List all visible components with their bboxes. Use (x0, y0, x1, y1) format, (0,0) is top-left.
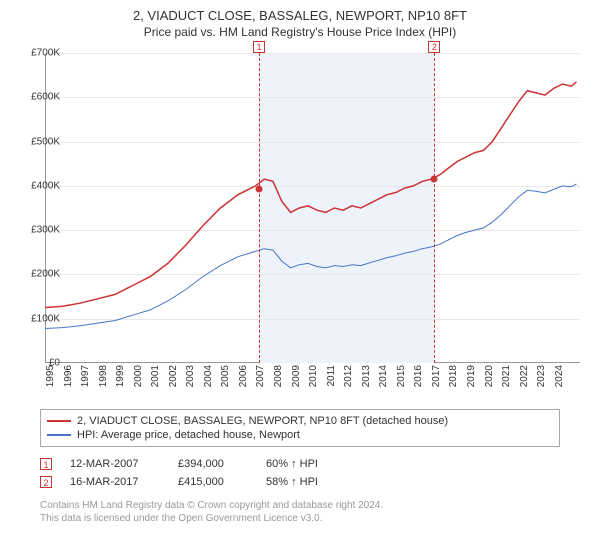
x-tick-label: 2007 (255, 365, 266, 395)
chart-area: £0£100K£200K£300K£400K£500K£600K£700K 19… (40, 43, 600, 403)
sale-price: £394,000 (178, 458, 248, 470)
footer: Contains HM Land Registry data © Crown c… (40, 499, 560, 525)
legend-swatch (47, 420, 71, 422)
legend-item: HPI: Average price, detached house, Newp… (47, 428, 553, 442)
x-tick-label: 1995 (45, 365, 56, 395)
series-line (45, 184, 577, 328)
x-tick-label: 2001 (150, 365, 161, 395)
x-tick-label: 2014 (378, 365, 389, 395)
x-tick-label: 2010 (308, 365, 319, 395)
x-tick-label: 2017 (431, 365, 442, 395)
marker-dot (431, 176, 438, 183)
sale-row: 2 16-MAR-2017 £415,000 58% ↑ HPI (40, 473, 560, 491)
footer-line-1: Contains HM Land Registry data © Crown c… (40, 499, 560, 512)
x-tick-label: 2023 (536, 365, 547, 395)
x-tick-label: 2016 (413, 365, 424, 395)
sale-date: 12-MAR-2007 (70, 458, 160, 470)
sale-hpi: 58% ↑ HPI (266, 476, 356, 488)
x-tick-label: 1998 (98, 365, 109, 395)
chart-subtitle: Price paid vs. HM Land Registry's House … (0, 23, 600, 43)
marker-vline (259, 53, 260, 363)
x-tick-label: 2008 (273, 365, 284, 395)
legend-swatch (47, 434, 71, 436)
x-tick-label: 2019 (466, 365, 477, 395)
chart-title: 2, VIADUCT CLOSE, BASSALEG, NEWPORT, NP1… (0, 0, 600, 23)
sale-price: £415,000 (178, 476, 248, 488)
marker-label: 1 (253, 41, 265, 53)
marker-vline (434, 53, 435, 363)
legend-label: HPI: Average price, detached house, Newp… (77, 429, 300, 441)
x-tick-label: 2006 (238, 365, 249, 395)
x-tick-label: 2015 (396, 365, 407, 395)
x-tick-label: 2013 (361, 365, 372, 395)
line-plot (45, 53, 580, 363)
x-tick-label: 2002 (168, 365, 179, 395)
x-tick-label: 2018 (448, 365, 459, 395)
x-tick-label: 1996 (63, 365, 74, 395)
x-tick-label: 2020 (484, 365, 495, 395)
legend-item: 2, VIADUCT CLOSE, BASSALEG, NEWPORT, NP1… (47, 414, 553, 428)
sale-date: 16-MAR-2017 (70, 476, 160, 488)
x-tick-label: 2003 (185, 365, 196, 395)
sale-marker: 2 (40, 476, 52, 488)
sale-row: 1 12-MAR-2007 £394,000 60% ↑ HPI (40, 455, 560, 473)
x-tick-label: 2021 (501, 365, 512, 395)
series-line (45, 82, 577, 308)
x-tick-label: 2024 (554, 365, 565, 395)
footer-line-2: This data is licensed under the Open Gov… (40, 512, 560, 525)
x-tick-label: 2011 (326, 365, 337, 395)
sale-hpi: 60% ↑ HPI (266, 458, 356, 470)
x-tick-label: 2012 (343, 365, 354, 395)
x-tick-label: 1997 (80, 365, 91, 395)
x-tick-label: 2000 (133, 365, 144, 395)
legend: 2, VIADUCT CLOSE, BASSALEG, NEWPORT, NP1… (40, 409, 560, 447)
x-tick-label: 2004 (203, 365, 214, 395)
legend-label: 2, VIADUCT CLOSE, BASSALEG, NEWPORT, NP1… (77, 415, 448, 427)
x-tick-label: 1999 (115, 365, 126, 395)
marker-label: 2 (428, 41, 440, 53)
x-tick-label: 2009 (291, 365, 302, 395)
sale-marker: 1 (40, 458, 52, 470)
marker-dot (256, 185, 263, 192)
x-tick-label: 2022 (519, 365, 530, 395)
x-tick-label: 2005 (220, 365, 231, 395)
sales-table: 1 12-MAR-2007 £394,000 60% ↑ HPI 2 16-MAR-201… (40, 455, 560, 491)
